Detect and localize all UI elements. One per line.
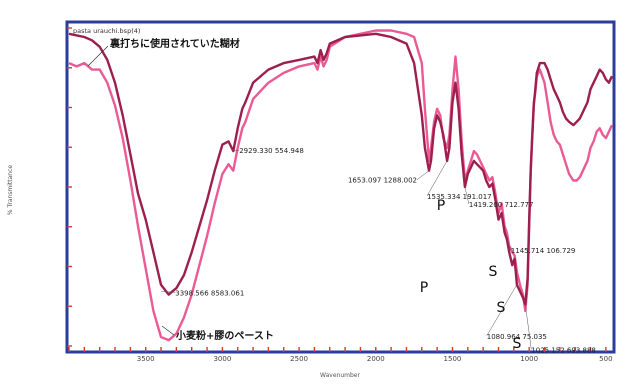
x-tick-label: 3000 (213, 355, 231, 363)
band-marker-s: S (497, 300, 506, 316)
legend-series-2: 小麦粉+膠のペースト (175, 329, 274, 342)
band-marker-p: P (420, 280, 428, 296)
peak-label: 3398.566 8583.061 (175, 289, 244, 297)
band-marker-s: S (513, 336, 522, 352)
plot-frame (65, 20, 616, 354)
peak-leader (416, 170, 430, 180)
x-tick-label: 1500 (444, 355, 462, 363)
peak-label: 1419.200 712.777 (469, 201, 534, 209)
peak-leader (233, 149, 240, 152)
annotation-layer: 3398.566 8583.061 2929.330 554.948 1653.09… (161, 147, 596, 354)
band-marker-p: P (437, 198, 445, 214)
series-layer (68, 29, 614, 342)
peak-label: 1080.964 75.035 (487, 333, 547, 341)
legend-series-1: 裏打ちに使用されていた糊材 (109, 37, 240, 50)
x-tick-label: 2000 (367, 355, 385, 363)
peak-label: 1145.714 106.729 (511, 247, 576, 255)
x-tick-label: 500 (599, 355, 612, 363)
band-marker-s: S (489, 264, 498, 280)
y-tick-marks (67, 27, 72, 347)
x-tick-marks (68, 347, 607, 352)
peak-label: 1535.334 191.017 (427, 193, 492, 201)
peak-label: 2929.330 554.948 (239, 147, 304, 155)
x-tick-label: 1000 (520, 355, 538, 363)
peak-label: 1025.152 693.888 (531, 346, 596, 354)
peak-leader (426, 160, 448, 197)
file-label: pasta urauchi.bsp(4) (73, 27, 140, 35)
peak-label: 1653.097 1288.002 (348, 177, 417, 185)
legend-2-leader (161, 325, 175, 336)
x-axis-title: Wavenumber (320, 372, 360, 379)
peak-leader (486, 284, 517, 336)
x-tick-label: 2500 (290, 355, 308, 363)
legend-1-leader (87, 45, 109, 67)
y-axis-title: % Transmittance (7, 165, 14, 215)
peak-leader (161, 291, 176, 293)
series-line-1 (68, 32, 614, 306)
x-tick-labels: 3500 3000 2500 2000 1500 1000 500 (137, 355, 613, 363)
x-tick-label: 3500 (137, 355, 155, 363)
series-line-2 (68, 29, 614, 342)
peak-leader (525, 304, 532, 350)
peak-leader (464, 186, 470, 205)
peak-leader (506, 239, 512, 251)
